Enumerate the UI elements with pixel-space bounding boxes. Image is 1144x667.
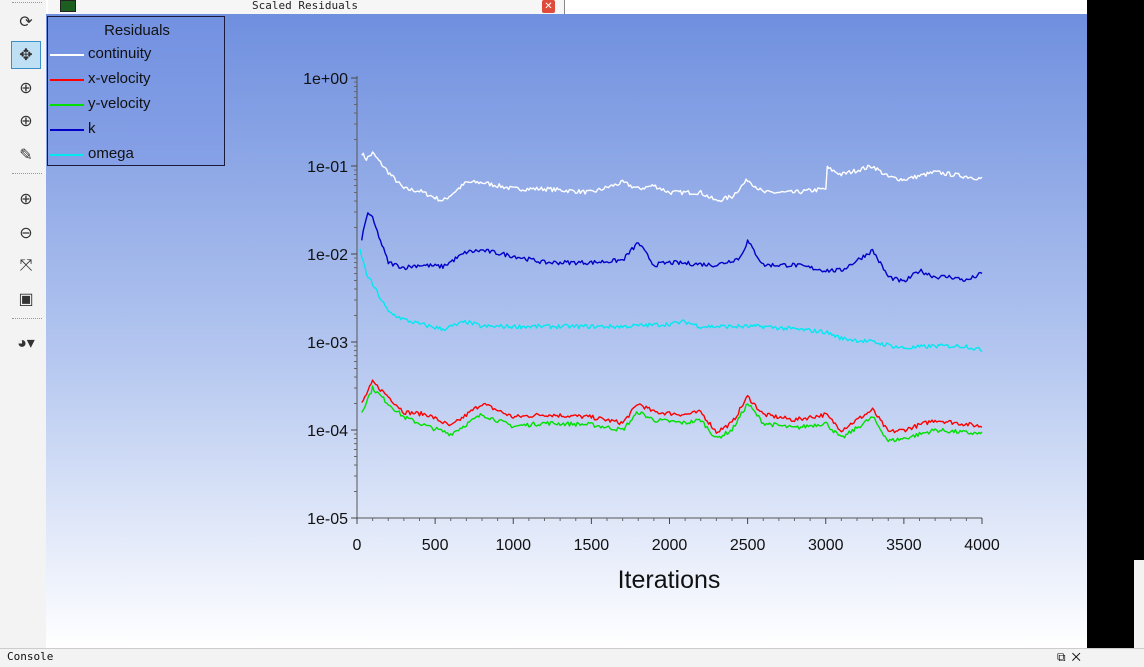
probe-button[interactable]: ✎ bbox=[11, 141, 41, 169]
zoom-to-area-icon: ⊕ bbox=[19, 113, 33, 130]
legend-label: omega bbox=[88, 145, 134, 162]
zoom-out-icon: ⊖ bbox=[19, 225, 33, 242]
legend-swatch bbox=[50, 104, 84, 106]
legend-label: k bbox=[88, 120, 96, 137]
legend-label: continuity bbox=[88, 45, 152, 62]
legend-swatch bbox=[50, 154, 84, 156]
isometric-view-button[interactable]: ⤧ bbox=[11, 252, 41, 280]
console-label: Console bbox=[7, 650, 54, 663]
toolbar-separator bbox=[12, 2, 42, 3]
zoom-in-out-button[interactable]: ⊕ bbox=[11, 74, 41, 102]
right-panel-fragment bbox=[1134, 560, 1144, 648]
residuals-legend: Residuals continuity x-velocity y-velocity… bbox=[47, 16, 225, 166]
fit-to-window-icon: ⊕ bbox=[19, 191, 33, 208]
legend-label: y-velocity bbox=[88, 95, 151, 112]
view-options-dropdown-button[interactable]: ◕▾ bbox=[11, 329, 41, 357]
legend-swatch bbox=[50, 129, 84, 131]
residuals-window-icon bbox=[60, 0, 76, 12]
rotate-button[interactable]: ⟳ bbox=[11, 8, 41, 36]
pan-button[interactable]: ✥ bbox=[11, 41, 41, 69]
toolbar-separator bbox=[12, 173, 42, 174]
screenshot-camera-button[interactable]: ▣ bbox=[11, 285, 41, 313]
tab-close-button[interactable]: ✕ bbox=[542, 0, 555, 13]
toolbar-separator bbox=[12, 318, 42, 319]
isometric-view-icon: ⤧ bbox=[19, 257, 33, 274]
graphics-tab-bar: Scaled Residuals ✕ bbox=[46, 0, 1087, 14]
zoom-in-out-icon: ⊕ bbox=[19, 80, 33, 97]
tab-scaled-residuals[interactable]: Scaled Residuals ✕ bbox=[48, 0, 565, 14]
legend-title: Residuals bbox=[104, 22, 170, 39]
rotate-icon: ⟳ bbox=[19, 14, 33, 31]
pan-icon: ✥ bbox=[19, 47, 33, 64]
legend-label: x-velocity bbox=[88, 70, 151, 87]
right-panel-edge bbox=[1087, 0, 1144, 648]
console-window-buttons[interactable]: ⧉✕ bbox=[1057, 650, 1087, 664]
probe-icon: ✎ bbox=[19, 147, 33, 164]
fit-to-window-button[interactable]: ⊕ bbox=[11, 185, 41, 213]
view-options-dropdown-icon: ◕▾ bbox=[17, 335, 35, 352]
console-bar: Console ⧉✕ bbox=[0, 648, 1144, 667]
legend-swatch bbox=[50, 79, 84, 81]
zoom-out-button[interactable]: ⊖ bbox=[11, 219, 41, 247]
zoom-to-area-button[interactable]: ⊕ bbox=[11, 107, 41, 135]
legend-swatch bbox=[50, 54, 84, 56]
screenshot-camera-icon: ▣ bbox=[18, 291, 34, 308]
graphics-toolbar: ⟳ ✥ ⊕ ⊕ ✎ ⊕ ⊖ ⤧ ▣ ◕▾ bbox=[0, 0, 47, 648]
tab-title: Scaled Residuals bbox=[252, 0, 358, 12]
